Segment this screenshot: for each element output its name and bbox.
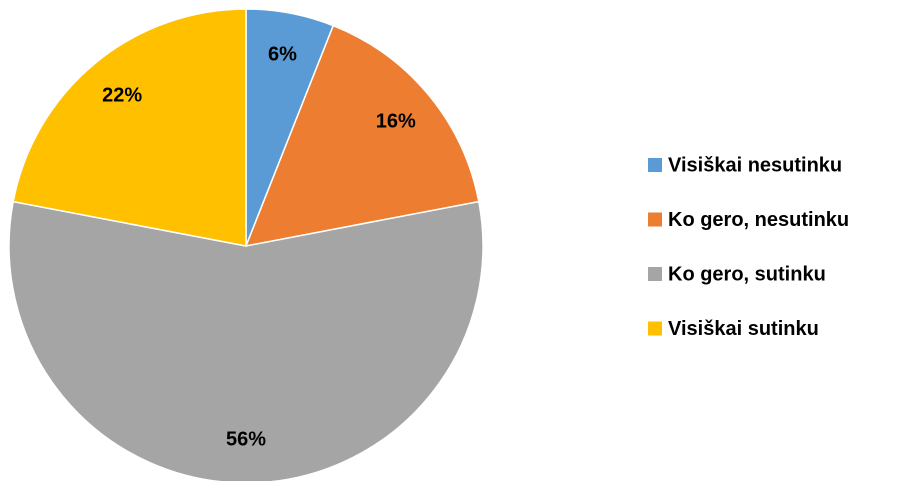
legend-label: Visiškai sutinku bbox=[668, 318, 819, 340]
data-label: 16% bbox=[376, 110, 416, 132]
pie-slice bbox=[12, 8, 247, 247]
legend-swatch bbox=[648, 158, 662, 172]
data-label: 22% bbox=[102, 85, 142, 107]
data-label: 56% bbox=[226, 429, 266, 451]
legend-swatch bbox=[648, 267, 662, 281]
data-label: 6% bbox=[268, 43, 297, 65]
legend-swatch bbox=[648, 212, 662, 227]
legend-label: Ko gero, nesutinku bbox=[668, 209, 849, 231]
legend-label: Ko gero, sutinku bbox=[668, 263, 826, 285]
legend-swatch bbox=[648, 321, 662, 336]
legend-label: Visiškai nesutinku bbox=[668, 154, 842, 176]
pie-slice bbox=[244, 24, 480, 247]
